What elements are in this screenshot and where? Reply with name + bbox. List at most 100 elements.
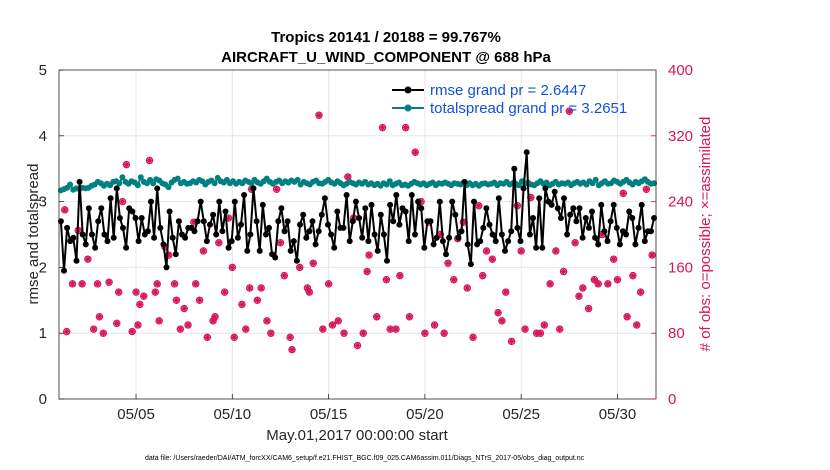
rmse-point (309, 218, 316, 225)
rmse-point (104, 238, 111, 245)
totalspread-point (67, 181, 74, 188)
obs-assimilated-marker (296, 263, 304, 271)
obs-assimilated-stroke (450, 276, 457, 283)
rmse-point (567, 211, 574, 218)
rmse-point (85, 205, 92, 212)
rmse-point (160, 241, 167, 248)
obs-assimilated-stroke (90, 326, 97, 333)
totalspread-point (651, 180, 658, 187)
rmse-point (110, 234, 117, 241)
rmse-point (607, 218, 614, 225)
rmse-point (203, 238, 210, 245)
obs-assimilated-stroke (579, 284, 586, 291)
obs-assimilated-stroke (238, 301, 245, 308)
obs-assimilated-stroke (181, 305, 188, 312)
obs-assimilated-stroke (177, 326, 184, 333)
obs-assimilated-stroke (115, 289, 122, 296)
obs-assimilated-marker (623, 313, 631, 321)
obs-assimilated-marker (540, 321, 548, 329)
rmse-point (589, 208, 595, 215)
rmse-point (492, 238, 499, 245)
rmse-point (648, 228, 654, 235)
rmse-point (213, 231, 220, 238)
totalspread-point (119, 174, 126, 181)
obs-assimilated-marker (253, 296, 261, 304)
obs-assimilated-stroke (464, 284, 471, 291)
rmse-point (250, 185, 257, 192)
obs-assimilated-marker (68, 280, 77, 288)
x-axis-label: May.01,2017 00:00:00 start (266, 427, 448, 444)
rmse-point (334, 208, 341, 215)
chart-title-line1: Tropics 20141 / 20188 = 99.767% (271, 29, 501, 46)
obs-assimilated-marker (151, 288, 159, 296)
obs-assimilated-marker (613, 276, 622, 284)
obs-assimilated-marker (328, 321, 337, 329)
obs-assimilated-marker (122, 160, 131, 169)
obs-assimilated-stroke (113, 320, 120, 327)
obs-assimilated-marker (475, 202, 483, 210)
obs-assimilated-stroke (133, 289, 140, 296)
obs-assimilated-stroke (319, 326, 326, 333)
rmse-point (412, 231, 418, 238)
rmse-point (390, 218, 397, 225)
rmse-point (551, 188, 558, 195)
obs-assimilated-marker (118, 198, 127, 206)
rmse-point (536, 195, 543, 202)
obs-assimilated-marker (211, 313, 219, 321)
totalspread-point (174, 175, 181, 182)
obs-assimilated-stroke (421, 330, 428, 337)
rmse-point (632, 241, 639, 248)
obs-assimilated-stroke (267, 330, 274, 337)
rmse-point (573, 218, 580, 225)
obs-assimilated-marker (325, 280, 333, 288)
rmse-point (498, 231, 505, 238)
obs-assimilated-marker (172, 296, 181, 304)
rmse-point (464, 241, 471, 248)
rmse-point (452, 211, 459, 218)
obs-assimilated-marker (319, 325, 327, 333)
rmse-point (346, 238, 353, 245)
obs-assimilated-marker (552, 247, 560, 255)
rmse-point (303, 234, 310, 241)
rmse-point (439, 238, 446, 245)
obs-assimilated-marker (430, 321, 439, 329)
obs-assimilated-stroke (541, 321, 548, 328)
obs-assimilated-marker (498, 317, 506, 325)
obs-assimilated-marker (230, 333, 238, 341)
x-tick-label: 05/05 (117, 406, 155, 423)
rmse-point (123, 244, 130, 251)
obs-assimilated-stroke (231, 334, 238, 341)
obs-assimilated-stroke (221, 289, 228, 296)
y-right-tick-label: 400 (668, 62, 693, 79)
obs-assimilated-stroke (315, 112, 322, 119)
rmse-point (163, 264, 170, 271)
obs-assimilated-marker (604, 280, 612, 288)
obs-assimilated-stroke (441, 330, 448, 337)
rmse-point (331, 244, 338, 251)
obs-assimilated-stroke (518, 247, 525, 254)
rmse-point (234, 234, 241, 241)
rmse-point (82, 241, 89, 248)
rmse-point (98, 205, 105, 212)
rmse-point (101, 231, 108, 238)
totalspread-point (592, 176, 599, 183)
obs-assimilated-stroke (364, 268, 371, 275)
rmse-point (275, 218, 282, 225)
rmse-point (508, 228, 515, 235)
y-left-tick-label: 4 (39, 128, 47, 145)
rmse-point (585, 224, 592, 231)
obs-assimilated-stroke (566, 108, 573, 115)
obs-assimilated-marker (421, 329, 429, 337)
rmse-point (393, 192, 400, 198)
rmse-point (328, 231, 335, 238)
obs-assimilated-marker (517, 247, 525, 255)
rmse-point (300, 211, 307, 218)
rmse-point (471, 198, 477, 205)
obs-assimilated-stroke (624, 313, 631, 320)
rmse-point (349, 218, 356, 225)
rmse-point (138, 215, 145, 221)
rmse-point (92, 244, 99, 251)
obs-assimilated-marker (95, 313, 104, 321)
obs-assimilated-marker (315, 111, 323, 119)
obs-assimilated-stroke (522, 326, 529, 333)
